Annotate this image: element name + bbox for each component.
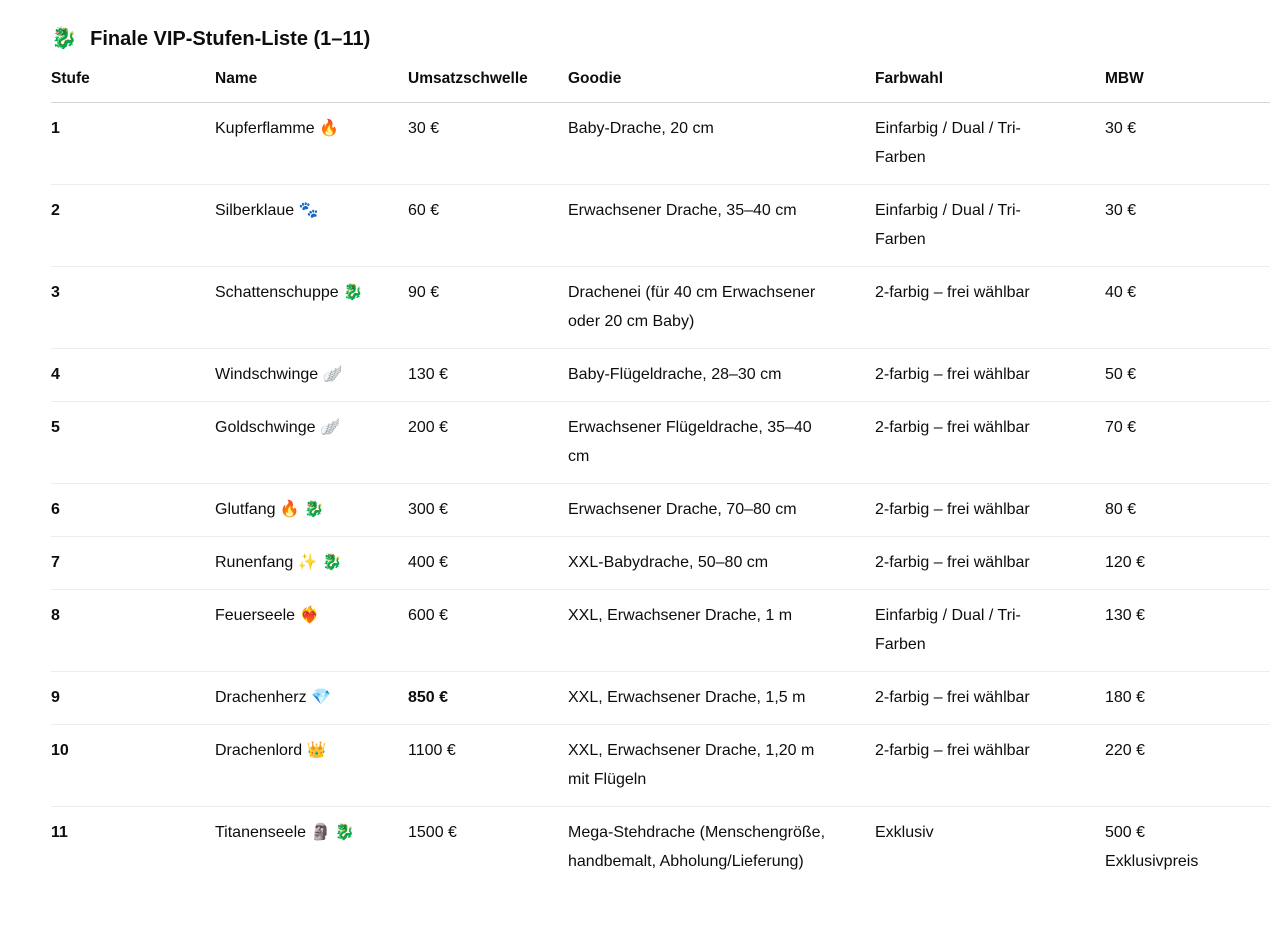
cell-name: Schattenschuppe 🐉 [215,266,408,349]
table-row: 5 Goldschwinge 🪽 200 € Erwachsener Flüge… [51,401,1270,484]
cell-mbw: 130 € [1105,589,1270,672]
cell-umsatzschwelle: 300 € [408,483,568,537]
header-cell-umsatzschwelle: Umsatzschwelle [408,64,568,103]
cell-umsatzschwelle: 30 € [408,102,568,185]
cell-name: Goldschwinge 🪽 [215,401,408,484]
cell-stufe: 4 [51,348,215,402]
cell-farbwahl: Einfarbig / Dual / Tri-Farben [875,102,1105,185]
table-row: 6 Glutfang 🔥 🐉 300 € Erwachsener Drache,… [51,483,1270,537]
table-row: 3 Schattenschuppe 🐉 90 € Drachenei (für … [51,266,1270,349]
cell-umsatzschwelle: 400 € [408,536,568,590]
cell-goodie: Erwachsener Drache, 70–80 cm [568,483,875,537]
header-cell-name: Name [215,64,408,103]
cell-goodie: XXL, Erwachsener Drache, 1,5 m [568,671,875,725]
header-cell-farbwahl: Farbwahl [875,64,1105,103]
cell-umsatzschwelle: 850 € [408,671,568,725]
cell-mbw: 180 € [1105,671,1270,725]
table-header-row: Stufe Name Umsatzschwelle Goodie Farbwah… [51,64,1270,103]
cell-mbw: 80 € [1105,483,1270,537]
cell-goodie: Baby-Drache, 20 cm [568,102,875,185]
cell-mbw: 50 € [1105,348,1270,402]
cell-farbwahl: Exklusiv [875,824,934,841]
cell-umsatzschwelle: 600 € [408,589,568,672]
table-row: 8 Feuerseele ❤️‍🔥 600 € XXL, Erwachsener… [51,589,1270,672]
table-row: 11 Titanenseele 🗿 🐉 1500 € Mega-Stehdrac… [51,807,1270,889]
cell-name: Drachenlord 👑 [215,724,408,807]
cell-name: Runenfang ✨ 🐉 [215,536,408,590]
cell-mbw: 40 € [1105,266,1270,349]
cell-mbw: 120 € [1105,536,1270,590]
cell-mbw: 70 € [1105,401,1270,484]
cell-goodie: Erwachsener Drache, 35–40 cm [568,184,875,267]
cell-stufe: 11 [51,824,68,841]
cell-farbwahl: 2-farbig – frei wählbar [875,483,1105,537]
cell-goodie: Baby-Flügeldrache, 28–30 cm [568,348,875,402]
page-title-text: Finale VIP-Stufen-Liste (1–11) [90,28,371,50]
cell-farbwahl: 2-farbig – frei wählbar [875,724,1105,807]
dragon-icon: 🐉 [51,27,78,50]
cell-name: Drachenherz 💎 [215,671,408,725]
cell-goodie: Erwachsener Flügeldrache, 35–40 cm [568,401,875,484]
cell-mbw: 30 € [1105,102,1270,185]
cell-umsatzschwelle: 1100 € [408,724,568,807]
cell-farbwahl: 2-farbig – frei wählbar [875,536,1105,590]
cell-stufe: 6 [51,483,215,537]
cell-umsatzschwelle: 90 € [408,266,568,349]
cell-stufe: 2 [51,184,215,267]
header-cell-stufe: Stufe [51,64,215,103]
cell-goodie: XXL, Erwachsener Drache, 1 m [568,589,875,672]
cell-farbwahl: 2-farbig – frei wählbar [875,348,1105,402]
table-row: 9 Drachenherz 💎 850 € XXL, Erwachsener D… [51,671,1270,725]
cell-name: Glutfang 🔥 🐉 [215,483,408,537]
cell-farbwahl: 2-farbig – frei wählbar [875,266,1105,349]
cell-name: Kupferflamme 🔥 [215,102,408,185]
cell-umsatzschwelle: 200 € [408,401,568,484]
vip-tiers-table: Stufe Name Umsatzschwelle Goodie Farbwah… [51,64,1270,888]
cell-umsatzschwelle: 1500 € [408,824,457,841]
cell-mbw: 30 € [1105,184,1270,267]
table-row: 7 Runenfang ✨ 🐉 400 € XXL-Babydrache, 50… [51,536,1270,590]
cell-stufe: 9 [51,671,215,725]
cell-umsatzschwelle: 60 € [408,184,568,267]
cell-stufe: 8 [51,589,215,672]
cell-name: Silberklaue 🐾 [215,184,408,267]
cell-name: Feuerseele ❤️‍🔥 [215,589,408,672]
cell-stufe: 1 [51,102,215,185]
cell-stufe: 10 [51,724,215,807]
table-row: 4 Windschwinge 🪽 130 € Baby-Flügeldrache… [51,348,1270,402]
cell-goodie: Drachenei (für 40 cm Erwachsener oder 20… [568,266,875,349]
cell-stufe: 3 [51,266,215,349]
cell-stufe: 7 [51,536,215,590]
cell-mbw: 500 € Exklusivpreis [1105,824,1199,870]
page-title: 🐉 Finale VIP-Stufen-Liste (1–11) [51,24,1270,54]
cell-farbwahl: Einfarbig / Dual / Tri-Farben [875,589,1105,672]
cell-name: Titanenseele 🗿 🐉 [215,824,355,841]
table-row: 10 Drachenlord 👑 1100 € XXL, Erwachsener… [51,724,1270,807]
table-body: 1 Kupferflamme 🔥 30 € Baby-Drache, 20 cm… [51,102,1270,889]
cell-goodie: Mega-Stehdrache (Menschengröße, handbema… [568,824,826,870]
cell-farbwahl: 2-farbig – frei wählbar [875,401,1105,484]
cell-stufe: 5 [51,401,215,484]
header-cell-mbw: MBW [1105,64,1270,103]
header-cell-goodie: Goodie [568,64,875,103]
table-row: 1 Kupferflamme 🔥 30 € Baby-Drache, 20 cm… [51,102,1270,185]
cell-farbwahl: Einfarbig / Dual / Tri-Farben [875,184,1105,267]
cell-name: Windschwinge 🪽 [215,348,408,402]
cell-farbwahl: 2-farbig – frei wählbar [875,671,1105,725]
table-row: 2 Silberklaue 🐾 60 € Erwachsener Drache,… [51,184,1270,267]
cell-goodie: XXL, Erwachsener Drache, 1,20 m mit Flüg… [568,724,875,807]
cell-goodie: XXL-Babydrache, 50–80 cm [568,536,875,590]
cell-umsatzschwelle: 130 € [408,348,568,402]
cell-mbw: 220 € [1105,724,1270,807]
